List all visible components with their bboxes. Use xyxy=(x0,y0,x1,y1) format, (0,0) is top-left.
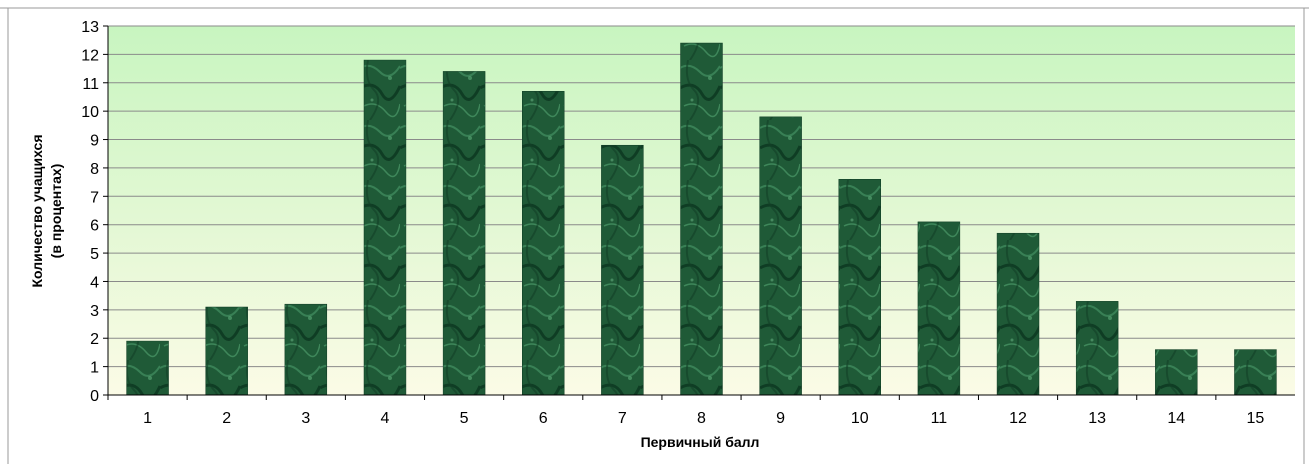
x-tick-label: 9 xyxy=(776,410,785,427)
bar-7 xyxy=(601,144,644,396)
bar-15 xyxy=(1234,349,1277,396)
y-tick-label: 1 xyxy=(90,360,99,377)
x-axis-title: Первичный балл xyxy=(641,434,760,450)
bar-10 xyxy=(838,179,881,396)
x-tick-label: 10 xyxy=(851,410,869,427)
x-tick-label: 6 xyxy=(539,410,548,427)
y-tick-label: 13 xyxy=(81,19,99,36)
x-tick-label: 2 xyxy=(222,410,231,427)
bar-5 xyxy=(442,71,486,396)
x-tick-label: 3 xyxy=(301,410,310,427)
y-tick-label: 11 xyxy=(82,76,99,93)
bar-11 xyxy=(917,221,961,396)
y-tick-label: 4 xyxy=(90,274,99,291)
x-tick-label: 15 xyxy=(1247,410,1265,427)
bar-4 xyxy=(363,59,407,396)
x-tick-label: 8 xyxy=(697,410,706,427)
bar-3 xyxy=(284,303,328,396)
bar-6 xyxy=(522,91,565,396)
x-tick-label: 14 xyxy=(1167,410,1185,427)
y-tick-label: 8 xyxy=(90,161,99,178)
bar-2 xyxy=(205,306,248,396)
y-tick-label: 2 xyxy=(90,331,99,348)
y-tick-label: 5 xyxy=(90,246,99,263)
y-tick-label: 6 xyxy=(90,218,99,235)
bar-14 xyxy=(1155,349,1198,396)
y-tick-label: 0 xyxy=(90,388,99,405)
x-tick-label: 13 xyxy=(1088,410,1106,427)
bar-9 xyxy=(759,116,802,396)
x-tick-label: 7 xyxy=(618,410,627,427)
y-tick-label: 12 xyxy=(81,47,99,64)
x-tick-label: 12 xyxy=(1009,410,1027,427)
y-tick-label: 7 xyxy=(90,189,99,206)
bar-13 xyxy=(1075,301,1119,396)
bar-1 xyxy=(126,340,169,396)
y-tick-label: 9 xyxy=(90,133,99,150)
bar-8 xyxy=(680,42,723,396)
y-axis-title: Количество учащихся xyxy=(29,135,45,288)
x-tick-label: 11 xyxy=(931,410,948,427)
y-tick-label: 3 xyxy=(90,303,99,320)
x-tick-label: 4 xyxy=(381,410,390,427)
x-tick-labels: 1 2 3 4 5 6 7 8 9 10 11 12 13 14 15 xyxy=(107,395,1265,427)
x-tick-label: 5 xyxy=(460,410,469,427)
y-tick-label: 10 xyxy=(81,104,99,121)
x-tick-label: 1 xyxy=(143,410,152,427)
bar-12 xyxy=(996,232,1040,396)
bars xyxy=(126,42,1277,396)
y-axis-title-line2: (в процентах) xyxy=(48,164,64,259)
